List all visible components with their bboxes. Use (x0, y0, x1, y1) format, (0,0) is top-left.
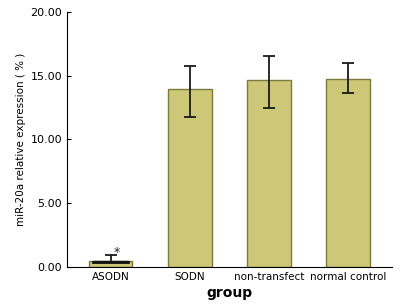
Bar (89, 261, 132, 267)
Bar (326, 79, 370, 267)
Bar (247, 80, 291, 267)
Bar (168, 89, 212, 267)
FancyBboxPatch shape (93, 261, 128, 262)
Text: *: * (114, 246, 120, 259)
Y-axis label: miR-20a relative expression ( % ): miR-20a relative expression ( % ) (16, 53, 26, 226)
X-axis label: group: group (206, 286, 252, 300)
